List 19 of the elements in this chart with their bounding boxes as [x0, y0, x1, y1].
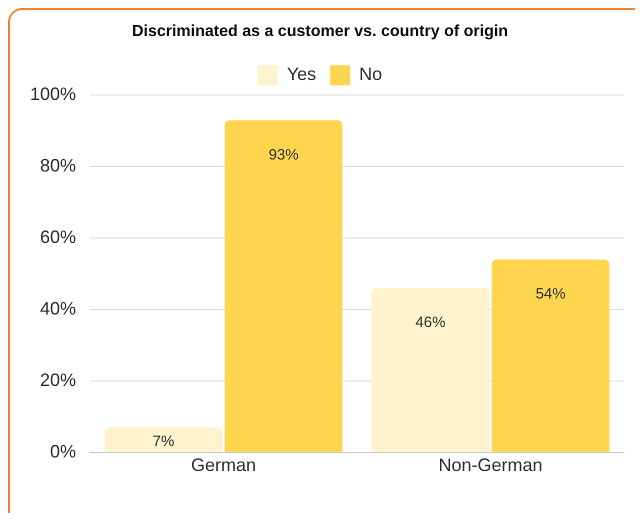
- bar: [224, 120, 342, 452]
- chart-title: Discriminated as a customer vs. country of origin: [132, 23, 508, 40]
- data-label: 7%: [152, 432, 174, 450]
- data-label: 46%: [415, 314, 446, 332]
- y-tick-label: 100%: [30, 84, 76, 104]
- y-tick-label: 40%: [40, 298, 76, 318]
- bar: [372, 288, 490, 452]
- legend-label: No: [359, 64, 382, 84]
- x-tick-label: Non-German: [438, 455, 543, 476]
- y-tick-label: 20%: [40, 370, 76, 390]
- bar: [492, 260, 610, 452]
- y-tick-label: 80%: [40, 156, 76, 176]
- data-label: 54%: [536, 286, 566, 303]
- x-tick-label: German: [191, 455, 256, 476]
- legend-label: Yes: [286, 64, 316, 84]
- bar: [104, 427, 222, 452]
- data-label: 93%: [268, 146, 299, 164]
- y-tick-label: 0%: [50, 441, 76, 462]
- y-tick-label: 60%: [40, 227, 76, 248]
